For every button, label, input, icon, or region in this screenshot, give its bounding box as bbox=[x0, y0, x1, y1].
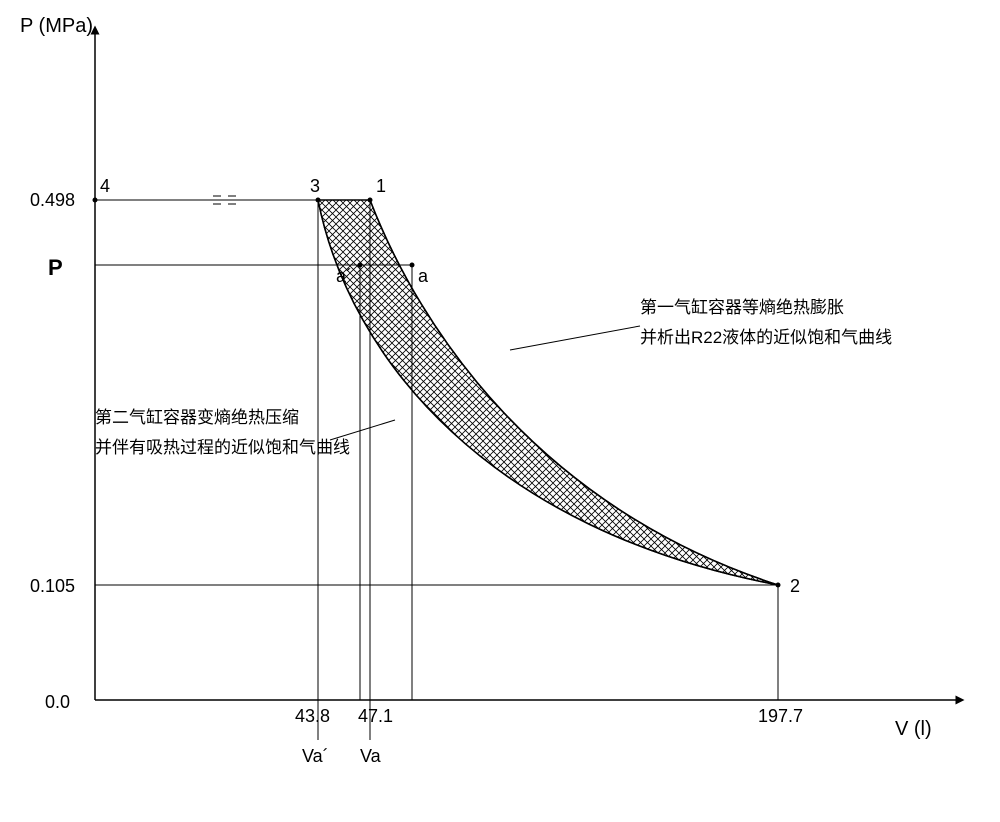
leader-left bbox=[330, 420, 395, 440]
point-4-dot bbox=[93, 198, 98, 203]
x-tick-438: 43.8 bbox=[295, 706, 330, 726]
point-1-dot bbox=[368, 198, 373, 203]
point-aprime-dot bbox=[358, 263, 363, 268]
chart-svg: P (MPa) V (l) 0.498 0.105 0.0 P 43.8 47.… bbox=[0, 0, 1000, 822]
point-a-dot bbox=[410, 263, 415, 268]
callout-left-line2: 并伴有吸热过程的近似饱和气曲线 bbox=[95, 438, 350, 457]
x-tick-1977: 197.7 bbox=[758, 706, 803, 726]
point-2-label: 2 bbox=[790, 576, 800, 596]
y-tick-00: 0.0 bbox=[45, 692, 70, 712]
callout-right-line1: 第一气缸容器等熵绝热膨胀 bbox=[640, 297, 844, 317]
point-a-label: a bbox=[418, 266, 429, 286]
x-tick-471: 47.1 bbox=[358, 706, 393, 726]
callout-left-line1: 第二气缸容器变熵绝热压缩 bbox=[95, 407, 299, 427]
y-axis-title: P (MPa) bbox=[20, 15, 93, 37]
p-marker: P bbox=[48, 255, 63, 280]
y-tick-0498: 0.498 bbox=[30, 190, 75, 210]
point-3-label: 3 bbox=[310, 176, 320, 196]
x-axis-title: V (l) bbox=[895, 718, 932, 740]
pv-diagram: P (MPa) V (l) 0.498 0.105 0.0 P 43.8 47.… bbox=[0, 0, 1000, 822]
va-prime-label: Va´ bbox=[302, 746, 329, 766]
shaded-region bbox=[318, 200, 778, 585]
callout-right-line2: 并析出R22液体的近似饱和气曲线 bbox=[640, 328, 892, 347]
point-3-dot bbox=[316, 198, 321, 203]
y-tick-0105: 0.105 bbox=[30, 576, 75, 596]
va-label: Va bbox=[360, 746, 382, 766]
point-2-dot bbox=[776, 583, 781, 588]
leader-right bbox=[510, 326, 640, 350]
point-4-label: 4 bbox=[100, 176, 110, 196]
point-aprime-label: a´ bbox=[336, 266, 352, 286]
point-1-label: 1 bbox=[376, 176, 386, 196]
